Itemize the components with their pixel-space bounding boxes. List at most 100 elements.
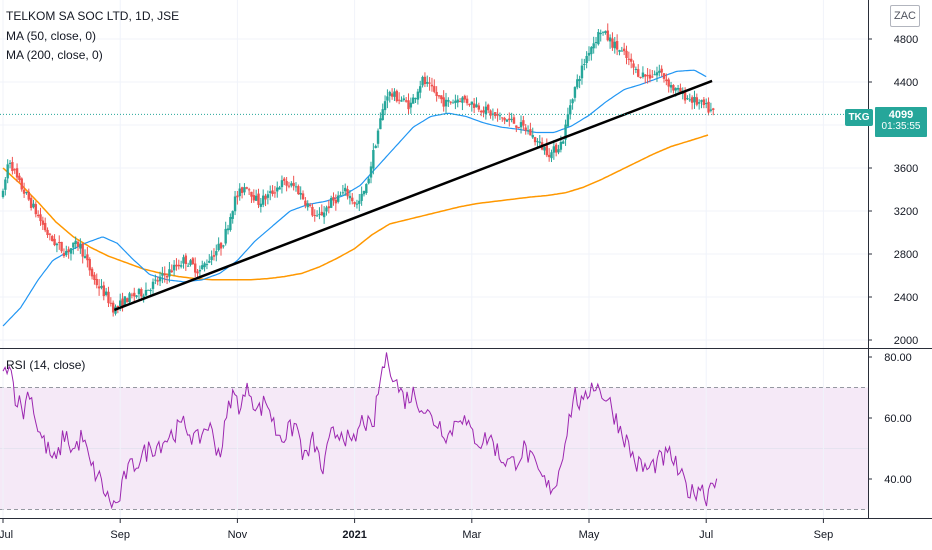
candle [261, 195, 265, 205]
candle [147, 289, 150, 291]
rsi-tick-label: 40.00 [884, 474, 912, 486]
candle [177, 264, 180, 267]
candle [332, 197, 335, 201]
candle [315, 215, 319, 217]
candle [329, 198, 333, 208]
candle [562, 141, 565, 144]
candle [592, 43, 595, 49]
candle [313, 214, 316, 216]
ma200-layer [2, 134, 709, 281]
candle [51, 236, 54, 242]
candle [627, 58, 631, 60]
candle [257, 193, 260, 205]
candle [65, 250, 68, 256]
candle [205, 264, 209, 266]
candle [36, 214, 40, 217]
candle [245, 187, 248, 189]
candle [81, 243, 84, 257]
candle [20, 178, 23, 190]
candle [536, 141, 539, 143]
candle [608, 37, 612, 42]
candle [339, 194, 342, 196]
candle [433, 86, 436, 92]
rsi-legend[interactable]: RSI (14, close) [6, 358, 86, 372]
candle [372, 150, 375, 169]
trendline [113, 79, 713, 312]
candle [269, 191, 272, 193]
vertical-gridlines [2, 0, 824, 518]
candle [48, 233, 52, 235]
candle [11, 162, 14, 172]
candle [705, 103, 708, 105]
candle [554, 144, 558, 153]
candle [196, 271, 199, 274]
candle [557, 149, 560, 153]
candle [6, 164, 9, 179]
candle [25, 192, 28, 194]
candle [273, 192, 277, 194]
candle [376, 130, 380, 144]
candle [379, 118, 382, 130]
candle [41, 220, 45, 225]
candle [252, 195, 256, 201]
currency-button[interactable]: ZAC [890, 5, 920, 27]
candle [210, 256, 213, 261]
candle [353, 201, 356, 205]
candle [15, 168, 19, 178]
candle [622, 48, 626, 52]
candle [426, 81, 429, 84]
symbol-badge: TKG [845, 109, 873, 126]
candle [299, 192, 302, 195]
candle [86, 254, 89, 261]
candle [709, 109, 713, 111]
candle [219, 242, 223, 249]
candle [334, 199, 338, 204]
candle [461, 97, 464, 103]
candle [60, 241, 63, 252]
candle [116, 305, 120, 308]
candle [505, 119, 509, 122]
candle [688, 99, 691, 101]
candle [519, 122, 523, 128]
candle [414, 98, 417, 100]
candle [700, 100, 703, 102]
candle [123, 296, 127, 307]
candle [397, 99, 401, 101]
candle [676, 87, 680, 90]
chart-title[interactable]: TELKOM SA SOC LTD, 1D, JSE [6, 9, 180, 23]
candle [140, 289, 143, 297]
candle [189, 260, 192, 265]
candle [637, 69, 640, 77]
ma50-legend[interactable]: MA (50, close, 0) [6, 29, 97, 43]
candle [362, 190, 366, 195]
time-tick-label: Jul [0, 529, 13, 541]
rsi-tick-label: 80.00 [884, 352, 912, 364]
trendline-layer[interactable] [113, 79, 713, 312]
candle [346, 189, 349, 197]
candle [407, 100, 410, 110]
candle [620, 50, 624, 52]
candle [601, 31, 605, 33]
candle [172, 264, 176, 271]
candle [416, 91, 420, 100]
candle [34, 204, 38, 215]
candle [430, 84, 434, 87]
candle [126, 298, 129, 303]
candle [135, 295, 138, 297]
time-tick-label: May [579, 529, 600, 541]
candle [308, 204, 312, 206]
candle [374, 145, 377, 149]
price-axis-background [868, 0, 932, 550]
candle [233, 196, 237, 212]
candle [634, 68, 638, 70]
ma200-legend[interactable]: MA (200, close, 0) [6, 48, 103, 62]
candle [191, 258, 195, 265]
price-tick-label: 3200 [894, 206, 918, 218]
candle [215, 251, 218, 256]
candle [367, 178, 370, 184]
candle [641, 72, 645, 77]
candle [43, 222, 47, 231]
candle [369, 166, 373, 178]
